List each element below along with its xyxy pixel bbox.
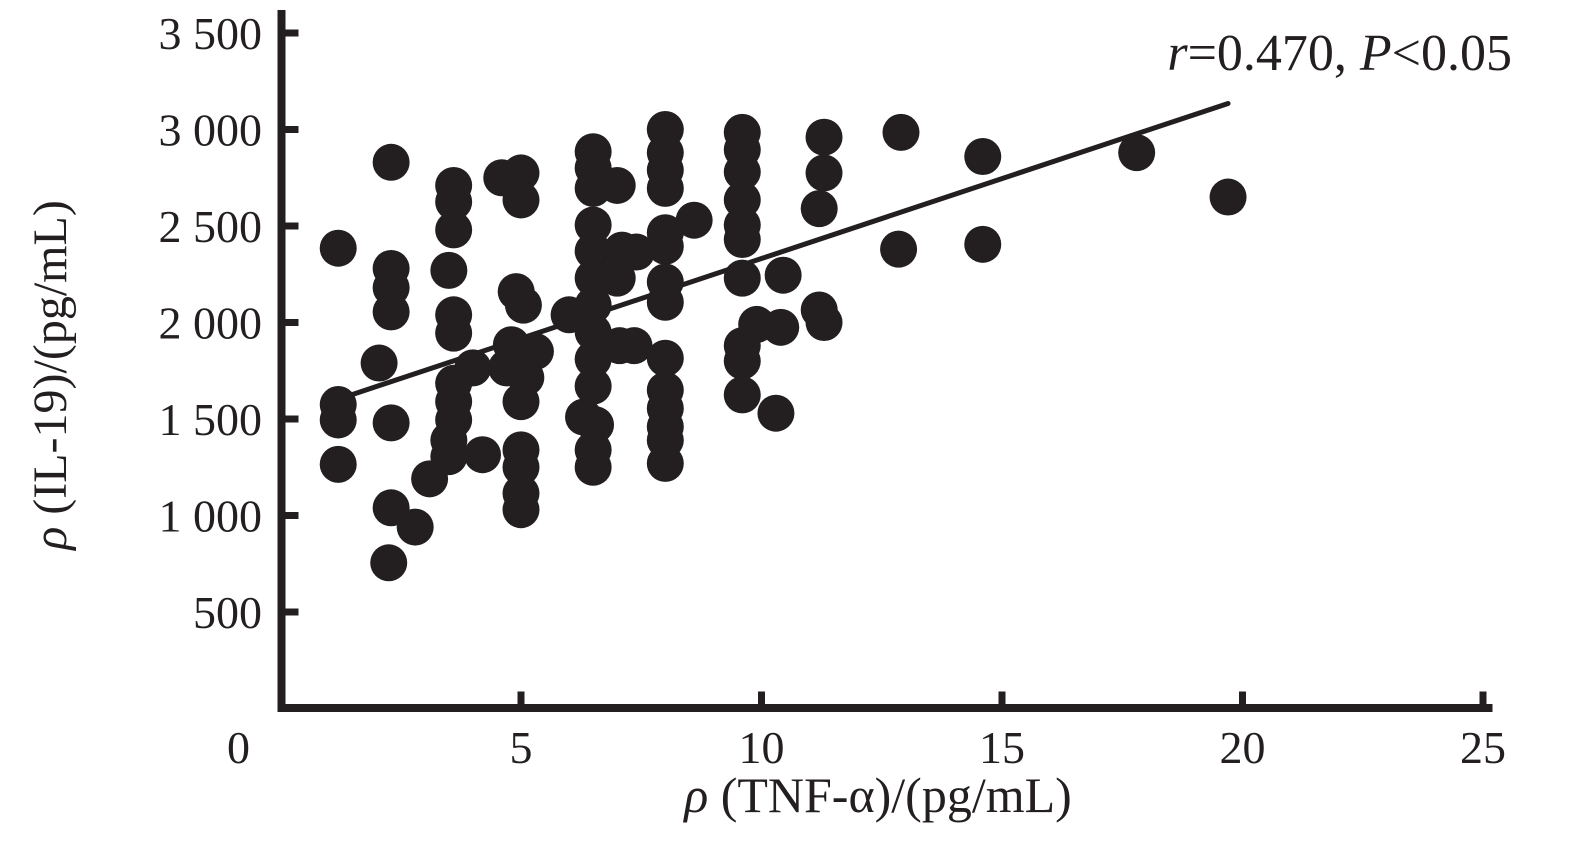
y-tick-label: 500 <box>193 587 262 638</box>
data-point <box>723 342 761 380</box>
data-point <box>396 508 434 546</box>
data-point <box>723 376 761 414</box>
x-tick-label: 5 <box>510 722 533 773</box>
data-point <box>435 183 473 221</box>
y-axis-line <box>277 10 286 712</box>
data-point <box>805 304 843 341</box>
data-point <box>360 344 398 382</box>
x-tick-mark <box>517 691 525 705</box>
y-tick-label: 1 500 <box>159 394 263 445</box>
data-point <box>372 143 410 181</box>
data-point <box>319 445 357 483</box>
data-point <box>319 229 357 267</box>
axis-labels: 500 1 000 1 500 2 000 2 500 3 000 3 500 0 5 10 15 2… <box>24 8 1512 823</box>
data-point <box>574 448 612 486</box>
data-point <box>675 201 713 239</box>
trend-line-layer <box>334 100 1231 403</box>
y-tick-label: 2 000 <box>159 298 263 349</box>
y-tick-mark <box>285 608 299 616</box>
data-point <box>502 491 540 529</box>
data-point <box>430 438 468 476</box>
axes <box>277 10 1493 712</box>
data-point <box>762 308 800 346</box>
data-point <box>723 153 761 191</box>
data-point <box>646 339 684 377</box>
x-tick-label: 25 <box>1460 722 1506 773</box>
y-tick-label: 3 000 <box>159 105 263 156</box>
x-tick-label: 0 <box>227 722 250 773</box>
data-point <box>372 404 410 442</box>
y-axis-title: ρ (IL-19)/(pg/mL) <box>24 200 77 552</box>
scatter-points <box>319 111 1247 582</box>
data-point <box>882 113 920 151</box>
data-point <box>502 383 540 421</box>
data-point <box>504 286 542 324</box>
x-tick-mark <box>758 691 765 705</box>
data-point <box>617 233 655 271</box>
data-point <box>435 314 473 352</box>
data-point <box>502 448 540 486</box>
y-tick-label: 2 500 <box>159 201 263 252</box>
y-tick-label: 3 500 <box>159 8 263 59</box>
data-point <box>370 544 408 582</box>
data-point <box>964 138 1002 176</box>
data-point <box>319 401 357 439</box>
data-point <box>574 206 612 244</box>
data-point <box>723 221 761 259</box>
data-point <box>646 444 684 482</box>
trend-line-segment <box>334 100 1231 403</box>
y-tick-label: 1 000 <box>159 491 263 542</box>
x-tick-mark <box>998 691 1006 705</box>
y-tick-mark <box>285 512 299 519</box>
y-tick-mark <box>285 222 299 230</box>
y-tick-mark <box>285 415 299 423</box>
data-point <box>805 154 843 192</box>
data-point <box>880 230 918 268</box>
data-point <box>574 367 612 405</box>
x-tick-mark <box>1479 691 1487 705</box>
data-point <box>435 211 473 249</box>
data-point <box>1209 178 1247 216</box>
data-point <box>598 259 636 297</box>
data-point <box>764 256 802 294</box>
x-tick-label: 10 <box>739 722 785 773</box>
data-point <box>1118 134 1156 172</box>
x-tick-mark <box>1239 691 1246 705</box>
data-point <box>646 227 684 265</box>
x-axis-line <box>277 704 1493 712</box>
data-point <box>574 232 612 270</box>
data-point <box>574 286 612 324</box>
data-point <box>372 293 410 331</box>
y-tick-mark <box>285 126 299 133</box>
data-point <box>964 225 1002 263</box>
data-point <box>800 190 838 228</box>
data-point <box>430 251 468 289</box>
data-point <box>464 436 502 474</box>
x-tick-label: 15 <box>979 722 1025 773</box>
correlation-annotation: r=0.470, P<0.05 <box>1167 25 1512 82</box>
x-axis-title: ρ (TNF-α)/(pg/mL) <box>682 767 1072 823</box>
y-tick-mark <box>285 29 299 37</box>
data-point <box>646 169 684 207</box>
data-point <box>502 154 540 192</box>
data-point <box>805 118 843 156</box>
data-point <box>598 166 636 204</box>
data-point <box>757 394 795 432</box>
data-point <box>502 181 540 219</box>
data-point <box>615 327 653 365</box>
x-tick-label: 20 <box>1220 722 1266 773</box>
y-tick-mark <box>285 319 299 326</box>
